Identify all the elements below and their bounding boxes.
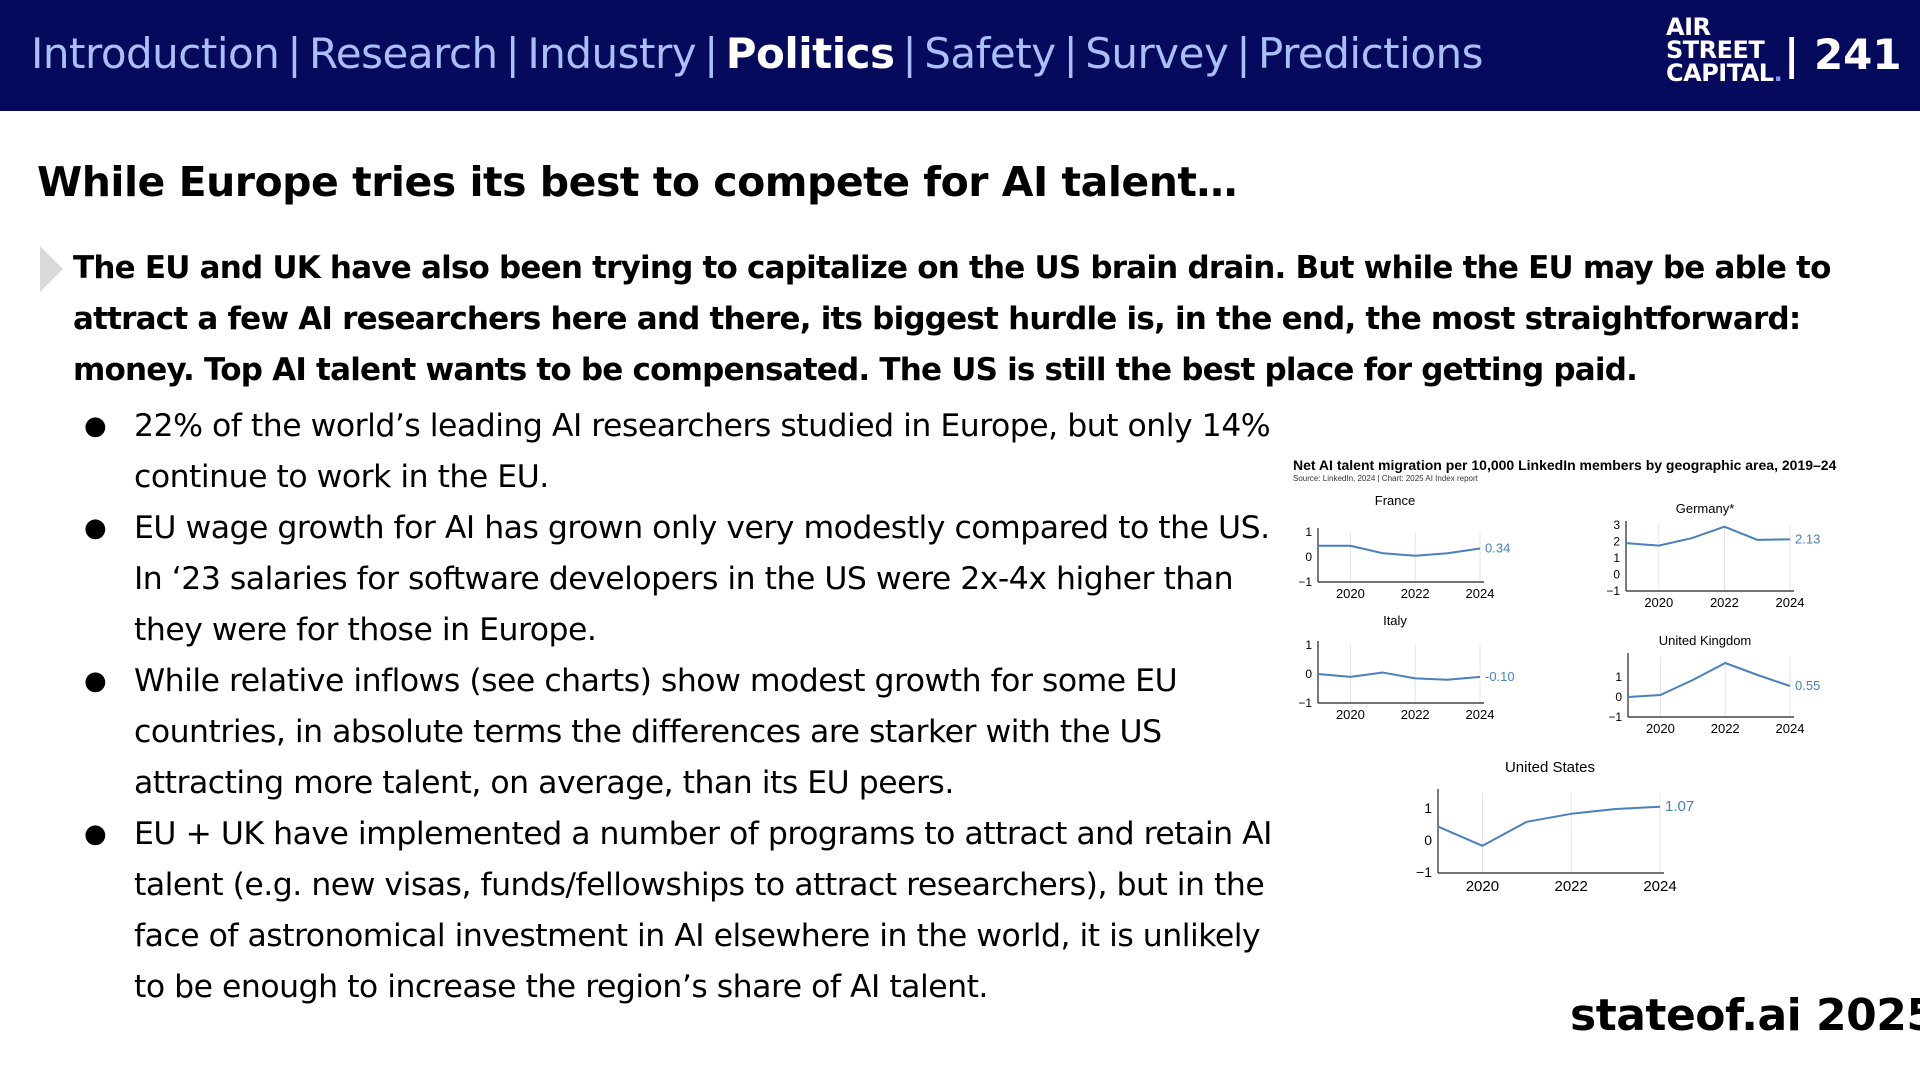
bullet-icon: ●: [84, 513, 107, 543]
y-tick-label: 1: [1615, 670, 1622, 684]
y-tick-label: 1: [1305, 525, 1312, 539]
y-tick-label: −1: [1298, 696, 1312, 710]
nav-predictions[interactable]: Predictions: [1257, 29, 1484, 78]
series-line: [1437, 805, 1661, 847]
y-tick-label: 1: [1613, 551, 1620, 565]
bullet-icon: ●: [84, 666, 107, 696]
bullet-text: While relative inflows (see charts) show…: [134, 663, 1178, 801]
chart-title: Net AI talent migration per 10,000 Linke…: [1293, 457, 1837, 473]
chart-source: Source: LinkedIn, 2024 | Chart: 2025 AI …: [1293, 474, 1478, 483]
y-tick-label: 0: [1615, 690, 1622, 704]
nav-separator: |: [1063, 29, 1078, 78]
x-tick-label: 2024: [1643, 878, 1676, 895]
list-item: ● 22% of the world’s leading AI researche…: [80, 401, 1280, 503]
y-tick-label: 0: [1613, 568, 1620, 582]
y-tick-label: 1: [1424, 800, 1432, 816]
y-tick-label: −1: [1298, 575, 1312, 589]
x-tick-label: 2020: [1466, 878, 1499, 895]
x-tick-label: 2022: [1401, 586, 1430, 601]
y-tick-label: 0: [1424, 832, 1432, 848]
list-item: ● While relative inflows (see charts) sho…: [80, 656, 1280, 809]
y-tick-label: −1: [1606, 584, 1620, 598]
section-nav: Introduction | Research | Industry | Politics |…: [31, 29, 1484, 78]
nav-separator: |: [505, 29, 520, 78]
air-street-capital-logo: AIR STREET CAPITAL.: [1666, 13, 1783, 87]
chart-panel-title: France: [1375, 493, 1415, 508]
nav-separator: |: [287, 29, 301, 78]
series-line: [1318, 544, 1481, 557]
x-tick-label: 2024: [1466, 586, 1495, 601]
bullet-text: 22% of the world’s leading AI researcher…: [134, 408, 1271, 495]
arrow-marker-icon: [40, 246, 63, 292]
data-label: 1.07: [1665, 798, 1694, 815]
nav-introduction[interactable]: Introduction: [31, 29, 280, 78]
chart-united-states: United States 1 0 −1 2020 2022 2024 1.07: [1416, 759, 1694, 895]
data-label: 0.55: [1795, 678, 1820, 693]
data-label: 0.34: [1485, 541, 1510, 556]
footer-brand: stateof.ai 2025: [1570, 990, 1920, 1041]
nav-separator: |: [902, 29, 917, 78]
list-item: ● EU wage growth for AI has grown only ve…: [80, 503, 1280, 656]
page-number: | 241: [1784, 30, 1902, 79]
x-tick-label: 2022: [1401, 707, 1430, 722]
x-tick-label: 2024: [1466, 707, 1495, 722]
y-tick-label: 2: [1613, 535, 1620, 549]
chart-panel-title: United States: [1505, 759, 1595, 776]
bullet-list: ● 22% of the world’s leading AI researche…: [80, 401, 1280, 1013]
slide-title: While Europe tries its best to compete f…: [37, 158, 1237, 206]
y-tick-label: 0: [1305, 667, 1312, 681]
top-bar: Introduction | Research | Industry | Politics |…: [0, 0, 1920, 111]
y-tick-label: −1: [1608, 710, 1622, 724]
bullet-icon: ●: [84, 819, 107, 849]
nav-politics[interactable]: Politics: [725, 29, 895, 78]
lead-paragraph: The EU and UK have also been trying to c…: [73, 250, 1831, 388]
list-item: ● EU + UK have implemented a number of pr…: [80, 809, 1280, 1013]
chart-panel-title: Germany*: [1676, 501, 1735, 516]
bullet-icon: ●: [84, 411, 107, 441]
x-tick-label: 2024: [1776, 595, 1805, 610]
x-tick-label: 2024: [1776, 721, 1805, 736]
nav-survey[interactable]: Survey: [1085, 29, 1229, 78]
data-label: 2.13: [1795, 531, 1820, 546]
data-label: -0.10: [1485, 669, 1515, 684]
x-tick-label: 2020: [1646, 721, 1675, 736]
x-tick-label: 2022: [1710, 595, 1739, 610]
series-line: [1625, 525, 1791, 547]
logo-line: AIR: [1666, 13, 1711, 41]
x-tick-label: 2020: [1644, 595, 1673, 610]
y-tick-label: 3: [1613, 518, 1620, 532]
nav-separator: |: [704, 29, 718, 78]
chart-united-kingdom: United Kingdom 1 0 −1 2020 2022 2024 0.55: [1608, 633, 1820, 736]
nav-separator: |: [1236, 29, 1250, 78]
x-tick-label: 2022: [1555, 878, 1588, 895]
nav-industry[interactable]: Industry: [527, 29, 697, 78]
x-tick-label: 2020: [1336, 586, 1365, 601]
logo-line: STREET: [1666, 36, 1765, 64]
nav-safety[interactable]: Safety: [924, 29, 1056, 78]
x-tick-label: 2022: [1711, 721, 1740, 736]
chart-italy: Italy 1 0 −1 2020 2022 2024 -0.10: [1298, 613, 1515, 722]
chart-panel-title: United Kingdom: [1659, 633, 1752, 648]
nav-research[interactable]: Research: [309, 29, 498, 78]
series-line: [1627, 662, 1791, 698]
y-tick-label: 0: [1305, 550, 1312, 564]
bullet-text: EU + UK have implemented a number of pro…: [134, 816, 1272, 1005]
series-line: [1317, 671, 1481, 681]
chart-panel-title: Italy: [1383, 613, 1407, 628]
y-tick-label: 1: [1305, 638, 1312, 652]
chart-germany: Germany* 3 2 1 0 −1 2020 2022 2024 2.13: [1606, 501, 1820, 610]
y-tick-label: −1: [1416, 864, 1432, 880]
chart-france: France 1 0 −1 2020 2022 2024 0.34: [1298, 493, 1510, 601]
logo-line: CAPITAL.: [1666, 59, 1783, 87]
x-tick-label: 2020: [1336, 707, 1365, 722]
bullet-text: EU wage growth for AI has grown only ver…: [134, 510, 1270, 648]
